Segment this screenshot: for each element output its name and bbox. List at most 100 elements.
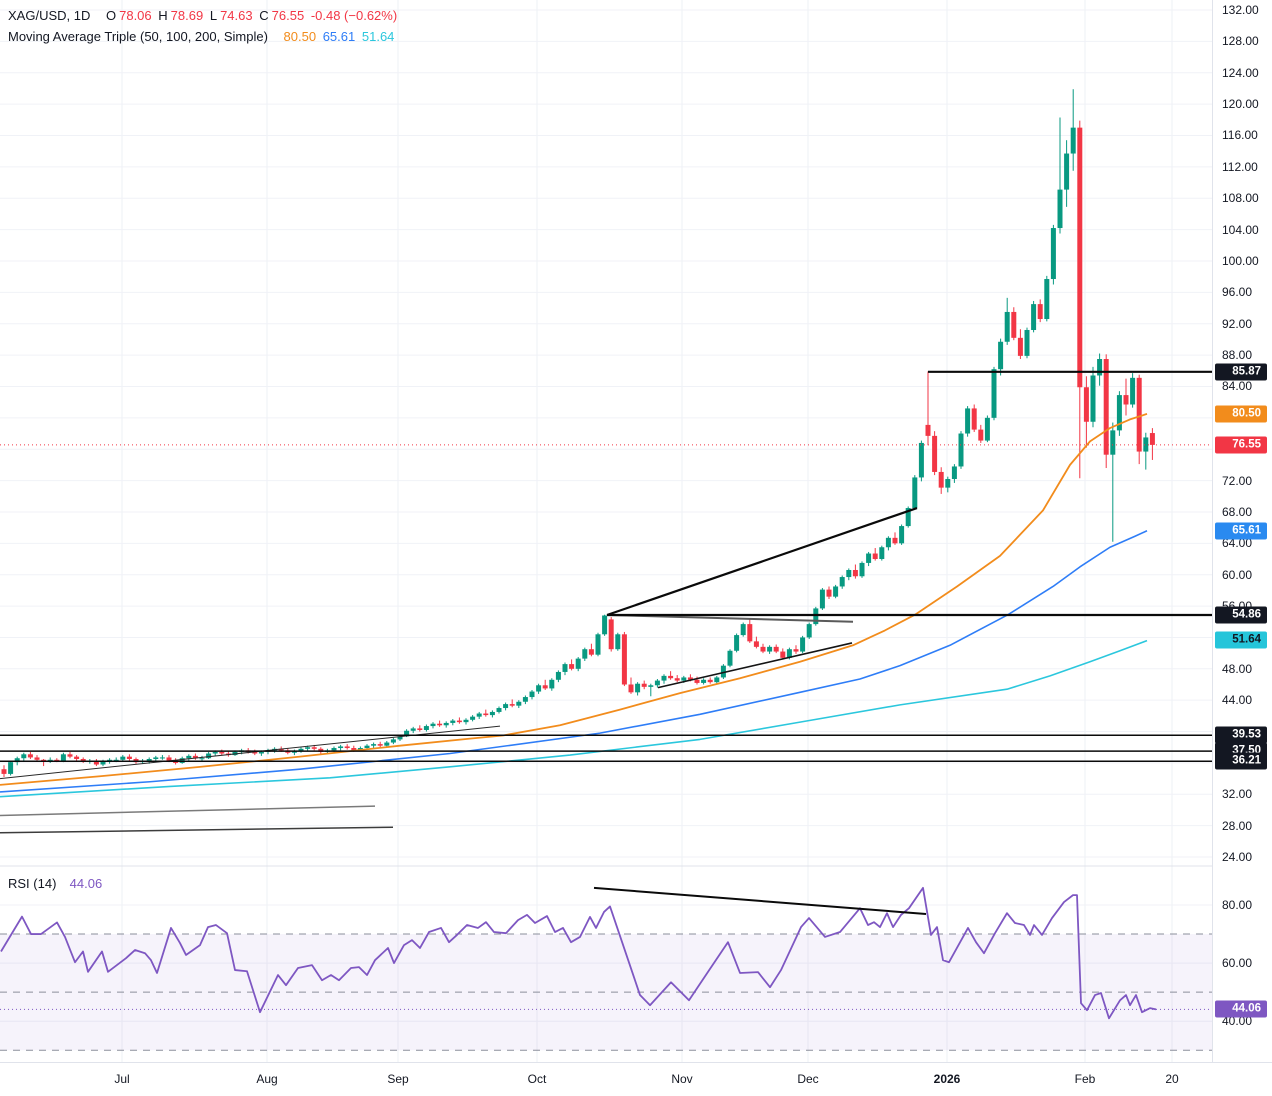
- candle-body: [833, 586, 839, 597]
- candle-body: [153, 757, 159, 760]
- candle-body: [793, 649, 799, 652]
- candle-body: [351, 748, 357, 751]
- rsi-legend[interactable]: RSI (14) 44.06: [8, 876, 102, 891]
- level-label-3621: 36.21: [1215, 752, 1267, 770]
- price-axis[interactable]: 132.00 128.00 124.00 120.00 116.00 112.00 108.…: [1212, 0, 1272, 1062]
- candle-body: [826, 589, 832, 597]
- candle-body: [192, 755, 198, 759]
- last-price-label: 76.55: [1215, 436, 1267, 454]
- change-value: -0.48 (−0.62%): [310, 8, 398, 23]
- rsi-tick: 80.00: [1222, 898, 1253, 912]
- candle-body: [1017, 337, 1023, 356]
- candle-body: [450, 720, 456, 723]
- candle-body: [305, 747, 311, 749]
- candle-body: [806, 624, 812, 638]
- candle-body: [773, 646, 779, 652]
- ma50-price-label: 80.50: [1215, 405, 1267, 423]
- symbol-legend-row: XAG/USD, 1D O 78.06 H 78.69 L 74.63 C 76.55 …: [8, 5, 400, 26]
- candle-body: [529, 691, 535, 698]
- ma200-value: 51.64: [361, 29, 395, 44]
- sma100-line: [0, 530, 1148, 793]
- ma200-price-label: 51.64: [1215, 631, 1267, 649]
- candle-body: [318, 748, 324, 752]
- candle-body: [371, 744, 377, 746]
- candle-body: [932, 435, 938, 472]
- candle-body: [549, 679, 555, 689]
- candle-body: [905, 508, 911, 527]
- candle-body: [1083, 387, 1089, 422]
- candle-body: [1123, 395, 1129, 405]
- ma-legend-row[interactable]: Moving Average Triple (50, 100, 200, Sim…: [8, 26, 400, 47]
- candle-body: [93, 760, 99, 765]
- candle-body: [377, 744, 383, 746]
- candle-body: [641, 683, 647, 687]
- candle-body: [14, 758, 20, 763]
- candle-body: [60, 754, 66, 761]
- candle-body: [892, 537, 898, 544]
- symbol-legend[interactable]: XAG/USD, 1D O 78.06 H 78.69 L 74.63 C 76.55 …: [8, 5, 400, 47]
- candle-body: [1, 769, 7, 774]
- candle-body: [463, 719, 469, 723]
- candle-body: [166, 757, 172, 761]
- candle-body: [1070, 127, 1076, 154]
- open-key: O: [105, 8, 117, 23]
- candle-body: [859, 562, 865, 577]
- candle-body: [199, 758, 205, 760]
- candle-body: [219, 751, 225, 754]
- candle-body: [21, 754, 27, 759]
- time-tick-nov: Nov: [671, 1072, 693, 1086]
- chart-canvas[interactable]: [0, 0, 1212, 1062]
- candle-body: [384, 742, 390, 746]
- price-tick: 28.00: [1222, 818, 1253, 833]
- candle-body: [54, 759, 60, 761]
- candle-body: [562, 664, 568, 672]
- candle-body: [951, 466, 957, 480]
- candle-body: [813, 608, 819, 625]
- candle-body: [720, 665, 726, 678]
- time-axis[interactable]: Jul Aug Sep Oct Nov Dec 2026 Feb 20: [0, 1062, 1272, 1096]
- candle-body: [925, 424, 931, 436]
- candle-body: [47, 759, 53, 761]
- close-key: C: [259, 8, 269, 23]
- candle-body: [443, 722, 449, 726]
- close-value: 76.55: [271, 8, 305, 23]
- candle-body: [608, 619, 614, 650]
- candle-body: [635, 683, 641, 693]
- price-tick: 64.00: [1222, 536, 1253, 551]
- candle-body: [80, 759, 86, 762]
- rsi-indicator-title: RSI (14): [8, 876, 57, 891]
- candle-body: [582, 649, 588, 659]
- price-tick: 32.00: [1222, 787, 1253, 802]
- candle-body: [344, 746, 350, 749]
- candle-body: [866, 553, 872, 563]
- level-label-8587: 85.87: [1215, 363, 1267, 381]
- candle-body: [1110, 430, 1116, 455]
- time-tick-jul: Jul: [114, 1072, 130, 1086]
- candle-body: [694, 679, 700, 683]
- candle-body: [1050, 228, 1056, 280]
- candle-body: [872, 553, 878, 560]
- candle-body: [437, 723, 443, 726]
- candle-body: [1024, 329, 1030, 356]
- price-tick: 88.00: [1222, 348, 1253, 363]
- price-tick: 100.00: [1222, 253, 1259, 268]
- candle-body: [74, 756, 80, 760]
- candle-body: [984, 417, 990, 441]
- price-tick: 60.00: [1222, 567, 1253, 582]
- ma50-value: 80.50: [283, 29, 317, 44]
- candle-body: [800, 637, 806, 652]
- candle-body: [1116, 395, 1122, 431]
- trendline: [657, 642, 853, 689]
- candle-body: [258, 751, 264, 754]
- candle-body: [1057, 189, 1063, 229]
- price-tick: 96.00: [1222, 285, 1253, 300]
- candle-body: [628, 684, 634, 693]
- candle-body: [707, 679, 713, 683]
- candle-body: [186, 755, 192, 759]
- candle-body: [483, 713, 489, 716]
- price-tick: 84.00: [1222, 379, 1253, 394]
- candle-body: [958, 433, 964, 467]
- candle-body: [602, 615, 608, 635]
- candle-body: [338, 746, 344, 749]
